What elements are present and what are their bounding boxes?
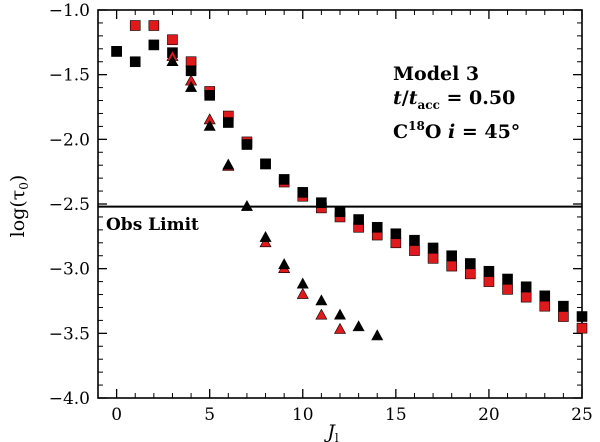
red-square-point: [576, 322, 588, 334]
black-triangle-point: [222, 158, 235, 170]
red-square-point: [129, 20, 141, 31]
plot-frame: [97, 9, 583, 399]
black-square-point: [316, 197, 327, 209]
black-square-point: [353, 214, 364, 225]
red-square-point: [167, 34, 178, 46]
black-square-point: [185, 65, 197, 77]
x-tick-labels: 0 5 10 15 20 25: [111, 405, 593, 425]
red-square-point: [446, 260, 457, 272]
annotation-model: Model 3: [393, 63, 479, 85]
black-triangle-point: [315, 294, 328, 306]
x-tick-label: 25: [571, 405, 593, 425]
black-triangle-point: [166, 55, 179, 67]
y-tick-label: −1.0: [49, 1, 90, 21]
red-square-point: [502, 284, 513, 295]
red-square-point: [483, 276, 495, 287]
black-square-point: [223, 117, 234, 128]
red-triangle-point: [333, 322, 347, 334]
y-tick-label: −4.0: [49, 389, 90, 409]
red-square-point: [558, 311, 569, 322]
x-tick-label: 10: [292, 405, 314, 425]
red-triangle-point: [315, 308, 328, 320]
black-square-point: [558, 300, 569, 312]
black-square-point: [539, 290, 551, 302]
plot-frame-group: [97, 9, 583, 399]
black-triangle-point: [371, 329, 384, 341]
black-square-point: [204, 90, 215, 101]
black-square-point: [483, 265, 495, 277]
black-square-point: [520, 281, 532, 293]
black-triangle-point: [296, 277, 309, 289]
black-square-point: [111, 46, 122, 57]
red-square-point: [185, 56, 197, 68]
black-triangle-point: [333, 308, 347, 320]
x-tick-label: 5: [204, 405, 215, 425]
black-square-point: [446, 250, 457, 262]
black-triangle-point: [259, 231, 272, 242]
black-triangle-point: [240, 199, 253, 211]
black-square-point: [260, 158, 271, 170]
y-tick-labels: −1.0 −1.5 −2.0 −2.5 −3.0 −3.5 −4.0: [49, 1, 90, 409]
black-square-point: [409, 234, 420, 246]
red-square-point: [409, 245, 420, 256]
annotation-time: t/tacc = 0.50: [393, 87, 515, 112]
x-tick-label: 20: [478, 405, 500, 425]
black-triangle-point: [185, 80, 198, 92]
y-tick-label: −3.5: [49, 324, 90, 344]
y-tick-label: −2.5: [49, 195, 90, 215]
red-square-point: [390, 237, 402, 249]
black-triangle-point: [203, 119, 216, 131]
black-square-point: [371, 221, 383, 233]
black-square-point: [241, 139, 253, 150]
black-square-point: [502, 273, 513, 285]
black-square-point: [297, 187, 309, 198]
y-axis-label: log(τ0): [7, 175, 31, 238]
black-triangle-point: [278, 258, 291, 270]
x-tick-label: 0: [111, 405, 122, 425]
x-tick-label: 15: [385, 405, 407, 425]
black-square-point: [278, 174, 290, 185]
black-square-point: [465, 258, 476, 269]
tick-marks: [97, 9, 583, 399]
x-axis-label: Jl: [323, 421, 339, 442]
red-square-point: [148, 20, 160, 31]
red-square-point: [539, 300, 551, 312]
red-square-point: [520, 291, 532, 303]
red-square-point: [465, 268, 476, 280]
black-square-point: [148, 39, 160, 51]
black-square-point: [129, 56, 141, 68]
black-square-point: [334, 206, 346, 218]
black-square-point: [576, 311, 588, 322]
y-tick-label: −1.5: [49, 66, 90, 86]
obs-limit-label: Obs Limit: [106, 215, 199, 235]
red-triangle-point: [296, 287, 309, 299]
black-triangle-point: [352, 320, 365, 332]
black-square-point: [390, 228, 402, 240]
red-square-point: [427, 253, 439, 264]
y-tick-label: −2.0: [49, 130, 90, 150]
black-square-point: [427, 242, 439, 254]
annotation-species: C18O i = 45°: [393, 119, 520, 143]
data-points: [111, 20, 588, 341]
y-tick-label: −3.0: [49, 260, 90, 280]
